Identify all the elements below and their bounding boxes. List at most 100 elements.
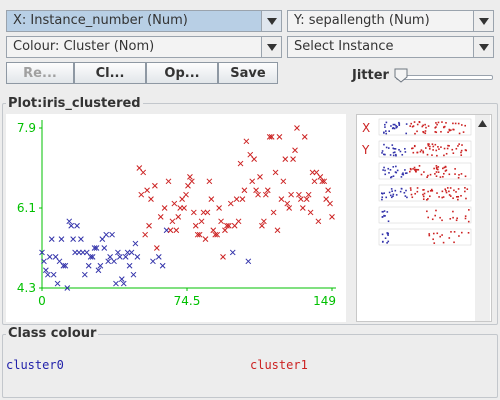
data-point-cluster1[interactable]	[321, 178, 328, 185]
data-point-cluster1[interactable]	[319, 178, 326, 185]
data-point-cluster1[interactable]	[153, 245, 160, 251]
data-point-cluster1[interactable]	[144, 187, 150, 194]
data-point-cluster0[interactable]	[66, 218, 73, 225]
data-point-cluster1[interactable]	[140, 169, 147, 176]
chevron-down-icon[interactable]	[261, 37, 281, 57]
mini-plot-strip[interactable]	[378, 118, 472, 136]
data-point-cluster1[interactable]	[317, 174, 324, 180]
data-point-cluster1[interactable]	[175, 214, 182, 220]
data-point-cluster1[interactable]	[208, 196, 215, 202]
data-point-cluster0[interactable]	[245, 258, 252, 265]
data-point-cluster1[interactable]	[266, 134, 273, 140]
data-point-cluster1[interactable]	[313, 169, 320, 176]
data-point-cluster1[interactable]	[303, 196, 310, 202]
data-point-cluster1[interactable]	[173, 227, 180, 234]
data-point-cluster0[interactable]	[128, 249, 135, 256]
data-point-cluster1[interactable]	[249, 178, 256, 185]
data-point-cluster1[interactable]	[301, 134, 308, 140]
data-point-cluster1[interactable]	[241, 187, 248, 194]
data-point-cluster1[interactable]	[183, 191, 189, 198]
data-point-cluster1[interactable]	[225, 222, 232, 229]
data-point-cluster1[interactable]	[169, 218, 176, 225]
data-point-cluster1[interactable]	[165, 178, 172, 185]
data-point-cluster1[interactable]	[290, 156, 296, 162]
data-point-cluster0[interactable]	[52, 254, 59, 260]
data-point-cluster1[interactable]	[189, 178, 195, 185]
data-point-cluster0[interactable]	[70, 236, 76, 242]
data-point-cluster1[interactable]	[204, 209, 211, 216]
data-point-cluster1[interactable]	[272, 169, 279, 176]
data-point-cluster0[interactable]	[87, 254, 94, 260]
legend-cluster1[interactable]: cluster1	[250, 358, 308, 372]
data-point-cluster0[interactable]	[43, 267, 49, 274]
data-point-cluster1[interactable]	[243, 138, 250, 145]
data-point-cluster1[interactable]	[142, 231, 149, 238]
data-point-cluster1[interactable]	[261, 218, 267, 225]
data-point-cluster1[interactable]	[329, 214, 335, 220]
data-point-cluster0[interactable]	[118, 276, 125, 282]
data-point-cluster1[interactable]	[157, 214, 164, 220]
data-point-cluster0[interactable]	[39, 249, 45, 256]
data-point-cluster1[interactable]	[233, 196, 240, 202]
data-point-cluster0[interactable]	[113, 280, 119, 287]
data-point-cluster0[interactable]	[56, 258, 63, 265]
data-point-cluster1[interactable]	[259, 222, 265, 229]
data-point-cluster1[interactable]	[286, 205, 293, 211]
save-button[interactable]: Save	[218, 62, 278, 84]
data-point-cluster1[interactable]	[262, 191, 269, 198]
data-point-cluster1[interactable]	[325, 187, 331, 194]
data-point-cluster0[interactable]	[120, 280, 127, 287]
data-point-cluster1[interactable]	[227, 200, 234, 207]
data-point-cluster1[interactable]	[179, 196, 185, 202]
data-point-cluster1[interactable]	[214, 231, 221, 238]
data-point-cluster1[interactable]	[311, 178, 318, 185]
data-point-cluster0[interactable]	[126, 262, 133, 269]
data-point-cluster0[interactable]	[107, 254, 113, 260]
data-point-cluster1[interactable]	[327, 200, 333, 207]
data-point-cluster1[interactable]	[274, 227, 281, 234]
data-point-cluster0[interactable]	[68, 222, 75, 229]
data-point-cluster1[interactable]	[224, 222, 230, 229]
data-point-cluster1[interactable]	[239, 196, 246, 202]
data-point-cluster1[interactable]	[194, 231, 201, 238]
data-point-cluster0[interactable]	[95, 267, 102, 274]
data-point-cluster0[interactable]	[99, 236, 106, 242]
data-point-cluster1[interactable]	[268, 134, 275, 140]
data-point-cluster0[interactable]	[130, 271, 137, 278]
data-point-cluster1[interactable]	[284, 200, 291, 207]
data-point-cluster1[interactable]	[315, 218, 322, 225]
data-point-cluster1[interactable]	[278, 196, 285, 202]
data-point-cluster1[interactable]	[167, 227, 174, 234]
data-point-cluster1[interactable]	[282, 156, 289, 162]
data-point-cluster1[interactable]	[206, 178, 213, 185]
data-point-cluster1[interactable]	[255, 191, 261, 198]
data-point-cluster1[interactable]	[307, 209, 314, 216]
data-point-cluster0[interactable]	[101, 245, 108, 251]
data-point-cluster0[interactable]	[116, 254, 123, 260]
data-point-cluster0[interactable]	[54, 280, 61, 287]
data-point-cluster1[interactable]	[296, 191, 302, 198]
jitter-slider-thumb[interactable]	[394, 68, 408, 83]
mini-plot-strip[interactable]	[378, 228, 472, 246]
data-point-cluster1[interactable]	[270, 209, 277, 216]
data-point-cluster0[interactable]	[64, 285, 71, 291]
data-point-cluster0[interactable]	[78, 236, 84, 242]
data-point-cluster0[interactable]	[91, 245, 98, 251]
data-point-cluster1[interactable]	[196, 231, 203, 238]
mini-plot-strip[interactable]	[378, 206, 472, 224]
data-point-cluster1[interactable]	[152, 182, 158, 189]
legend-cluster0[interactable]: cluster0	[6, 358, 64, 372]
data-point-cluster0[interactable]	[105, 258, 112, 265]
data-point-cluster1[interactable]	[146, 222, 152, 229]
data-point-cluster1[interactable]	[257, 174, 263, 180]
data-point-cluster1[interactable]	[161, 205, 168, 211]
data-point-cluster0[interactable]	[83, 249, 90, 256]
data-point-cluster1[interactable]	[187, 174, 193, 180]
data-point-cluster0[interactable]	[46, 254, 53, 260]
data-point-cluster0[interactable]	[48, 236, 55, 242]
data-point-cluster0[interactable]	[122, 254, 129, 260]
data-point-cluster0[interactable]	[50, 271, 57, 278]
data-point-cluster1[interactable]	[235, 218, 242, 225]
data-point-cluster1[interactable]	[280, 178, 287, 185]
data-point-cluster1[interactable]	[192, 222, 199, 229]
